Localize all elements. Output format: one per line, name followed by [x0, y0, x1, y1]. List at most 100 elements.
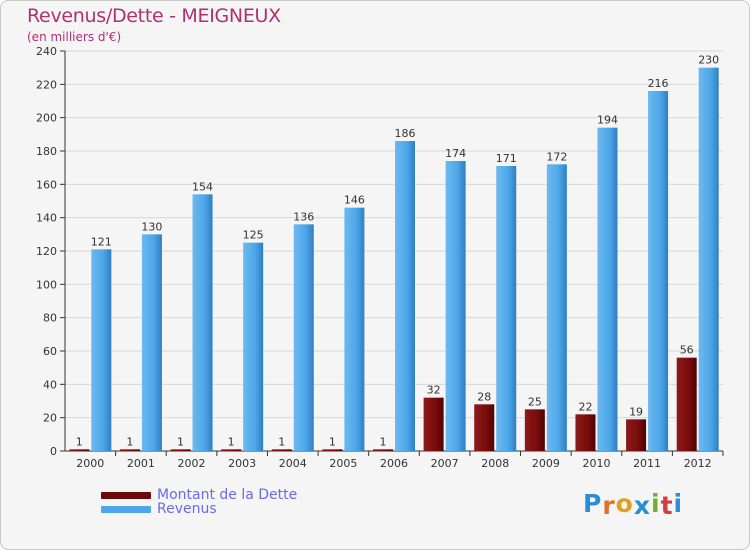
bar-revenus [243, 242, 264, 451]
bar-dette [322, 449, 343, 451]
bar-dette [271, 449, 292, 451]
logo-letter: o [615, 489, 634, 518]
y-tick-label: 160 [36, 178, 57, 191]
bar-dette [119, 449, 140, 451]
x-tick-label: 2002 [178, 457, 206, 470]
legend-label-dette: Montant de la Dette [157, 487, 298, 503]
chart-subtitle: (en milliers d'€) [27, 30, 122, 44]
y-tick-label: 60 [43, 345, 57, 358]
y-tick-label: 80 [43, 312, 57, 325]
data-label-dette: 1 [76, 435, 83, 448]
logo-letter: i [673, 489, 684, 518]
data-label-dette: 1 [380, 435, 387, 448]
logo-letter: t [660, 491, 674, 520]
data-label-dette: 28 [477, 390, 491, 403]
y-tick-label: 140 [36, 212, 57, 225]
data-label-revenus: 154 [192, 180, 213, 193]
x-tick-label: 2004 [279, 457, 307, 470]
legend-swatch-dette [101, 491, 151, 499]
bar-revenus [597, 127, 618, 452]
data-label-revenus: 172 [546, 150, 567, 163]
x-tick-label: 2012 [684, 457, 712, 470]
x-tick-label: 2001 [127, 457, 155, 470]
x-tick-label: 2003 [228, 457, 256, 470]
y-tick-label: 120 [36, 245, 57, 258]
legend-swatch-revenus [101, 505, 151, 513]
y-tick-label: 40 [43, 378, 57, 391]
data-label-dette: 1 [126, 435, 133, 448]
bar-revenus [91, 249, 112, 451]
bar-revenus [648, 91, 669, 451]
bar-dette [423, 397, 444, 451]
data-label-dette: 1 [177, 435, 184, 448]
bar-dette [474, 404, 495, 451]
bar-dette [373, 449, 393, 451]
data-label-revenus: 174 [445, 147, 466, 160]
bar-revenus [192, 194, 213, 452]
x-tick-label: 2006 [380, 457, 408, 470]
bar-dette [676, 357, 697, 451]
bar-revenus [698, 67, 719, 452]
chart-title: Revenus/Dette - MEIGNEUX [27, 5, 281, 27]
axes: 0 20 40 60 80 100 120 140 160 180 200 220 240 2000 200… [36, 45, 724, 470]
bar-revenus [546, 164, 567, 452]
data-label-dette: 22 [578, 400, 592, 413]
logo-letter: r [602, 491, 616, 520]
y-tick-label: 100 [36, 278, 57, 291]
data-label-dette: 32 [427, 384, 441, 397]
data-label-dette: 1 [278, 435, 285, 448]
data-label-dette: 1 [329, 435, 336, 448]
bars [69, 67, 719, 452]
bar-revenus [496, 166, 517, 451]
data-label-dette: 25 [528, 395, 542, 408]
bar-dette [170, 449, 191, 451]
logo-letter: x [633, 491, 651, 520]
y-tick-label: 0 [50, 445, 57, 458]
data-label-revenus: 121 [91, 235, 112, 248]
data-label-revenus: 186 [395, 127, 416, 140]
x-tick-label: 2000 [76, 457, 104, 470]
proxiti-logo: Proxiti [583, 489, 684, 520]
data-labels: 1 121 1 130 1 154 1 125 1 136 1 146 1 186 32 174 28 171 25… [76, 54, 719, 449]
y-tick-label: 180 [36, 145, 57, 158]
data-label-revenus: 216 [648, 77, 669, 90]
data-label-revenus: 125 [243, 229, 264, 242]
x-tick-label: 2010 [582, 457, 610, 470]
legend-label-revenus: Revenus [157, 501, 217, 517]
bar-revenus [293, 224, 314, 451]
data-label-dette: 56 [680, 344, 694, 357]
bar-dette [524, 409, 545, 451]
data-label-dette: 19 [629, 405, 643, 418]
bar-dette [626, 419, 647, 451]
x-tick-label: 2009 [532, 457, 560, 470]
data-label-dette: 1 [228, 435, 235, 448]
data-label-revenus: 130 [141, 220, 162, 233]
data-label-revenus: 171 [496, 152, 517, 165]
bar-dette [575, 414, 596, 451]
legend-item-dette: Montant de la Dette [101, 487, 297, 503]
data-label-revenus: 146 [344, 194, 365, 207]
logo-letter: P [583, 489, 603, 518]
legend-item-revenus: Revenus [101, 501, 217, 517]
data-label-revenus: 194 [597, 114, 618, 127]
data-label-revenus: 136 [293, 210, 314, 223]
x-tick-label: 2011 [633, 457, 661, 470]
bar-dette [221, 449, 242, 451]
y-tick-label: 20 [43, 412, 57, 425]
bar-revenus [344, 207, 365, 451]
x-tick-label: 2005 [329, 457, 357, 470]
grid-lines [65, 50, 723, 452]
data-label-revenus: 230 [698, 54, 719, 67]
y-tick-label: 240 [36, 45, 57, 58]
bar-revenus [395, 141, 415, 451]
x-tick-label: 2008 [481, 457, 509, 470]
x-tick-label: 2007 [431, 457, 459, 470]
bar-revenus [141, 234, 162, 451]
y-tick-label: 200 [36, 112, 57, 125]
bar-dette [69, 449, 90, 451]
logo-letter: i [651, 489, 661, 518]
y-tick-label: 220 [36, 78, 57, 91]
bar-revenus [445, 161, 466, 451]
